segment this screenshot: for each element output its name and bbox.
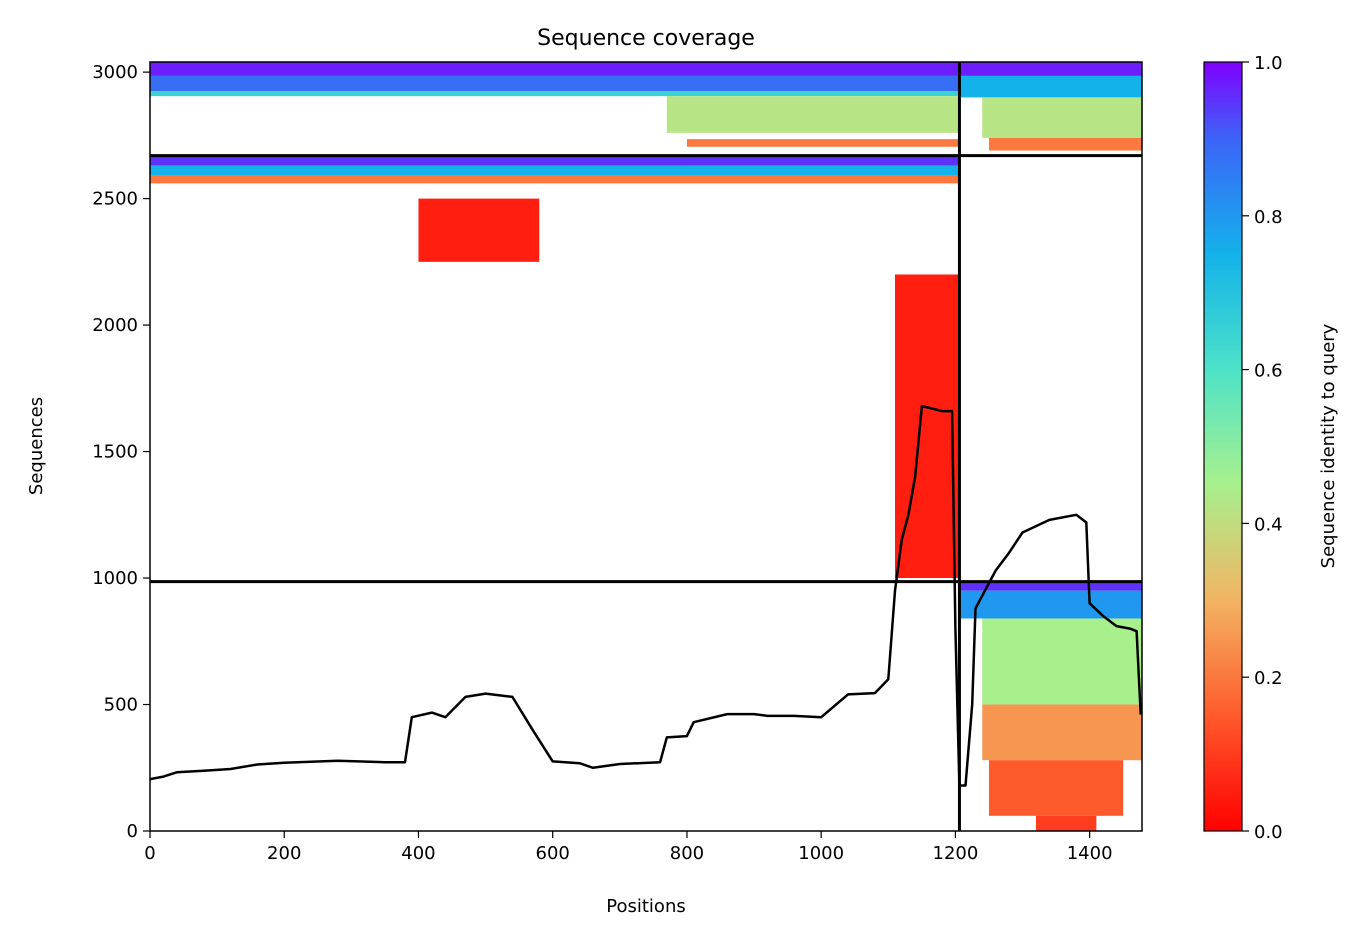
chain-boundary-lines [150, 62, 1142, 831]
colorbar-tick-label: 0.6 [1254, 361, 1283, 382]
identity-band [959, 581, 1142, 591]
y-tick-label: 1000 [92, 568, 138, 589]
coverage-line-group [150, 404, 1142, 787]
y-tick-label: 1500 [92, 442, 138, 463]
identity-bands [150, 62, 1142, 831]
identity-band [150, 155, 960, 166]
x-tick-label: 200 [267, 843, 301, 864]
colorbar [1203, 61, 1243, 832]
y-tick-label: 500 [104, 695, 138, 716]
x-axis-ticks: 0 200 400 600 800 1000 1200 1400 [144, 831, 1113, 864]
colorbar-tick-label: 1.0 [1254, 53, 1283, 74]
identity-band [959, 75, 1142, 98]
identity-band [988, 760, 1124, 816]
identity-band [666, 96, 960, 133]
colorbar-tick-label: 0.0 [1254, 822, 1283, 843]
colorbar-tick-label: 0.4 [1254, 514, 1283, 535]
x-axis-label: Positions [606, 896, 685, 917]
x-tick-label: 800 [670, 843, 704, 864]
colorbar-label: Sequence identity to query [1318, 323, 1339, 568]
identity-band [1035, 815, 1097, 831]
identity-band [150, 62, 960, 76]
identity-band [150, 175, 960, 184]
x-tick-label: 600 [536, 843, 570, 864]
identity-band [959, 62, 1142, 76]
x-tick-label: 1400 [1067, 843, 1113, 864]
identity-band [982, 97, 1142, 138]
y-tick-label: 0 [127, 821, 138, 842]
identity-band [150, 75, 960, 92]
y-axis-label: Sequences [26, 397, 47, 495]
y-tick-label: 2000 [92, 315, 138, 336]
y-axis-ticks: 0 500 1000 1500 2000 2500 3000 [92, 62, 150, 842]
identity-band [988, 137, 1142, 151]
identity-band [959, 590, 1142, 619]
x-tick-label: 400 [401, 843, 435, 864]
identity-band [982, 618, 1142, 705]
colorbar-tick-label: 0.8 [1254, 207, 1283, 228]
identity-band [150, 91, 960, 97]
identity-band [150, 165, 960, 176]
x-tick-label: 1200 [933, 843, 979, 864]
chart-title: Sequence coverage [537, 26, 755, 51]
identity-band [982, 704, 1142, 761]
y-tick-label: 2500 [92, 189, 138, 210]
colorbar-ticks: 0.0 0.2 0.4 0.6 0.8 1.0 [1242, 53, 1283, 843]
coverage-line [150, 404, 1142, 787]
colorbar-tick-label: 0.2 [1254, 668, 1283, 689]
plot-frame [149, 61, 1143, 832]
x-tick-label: 1000 [798, 843, 844, 864]
x-tick-label: 0 [144, 843, 155, 864]
y-tick-label: 3000 [92, 62, 138, 83]
identity-band [418, 198, 540, 262]
identity-band [686, 139, 960, 147]
